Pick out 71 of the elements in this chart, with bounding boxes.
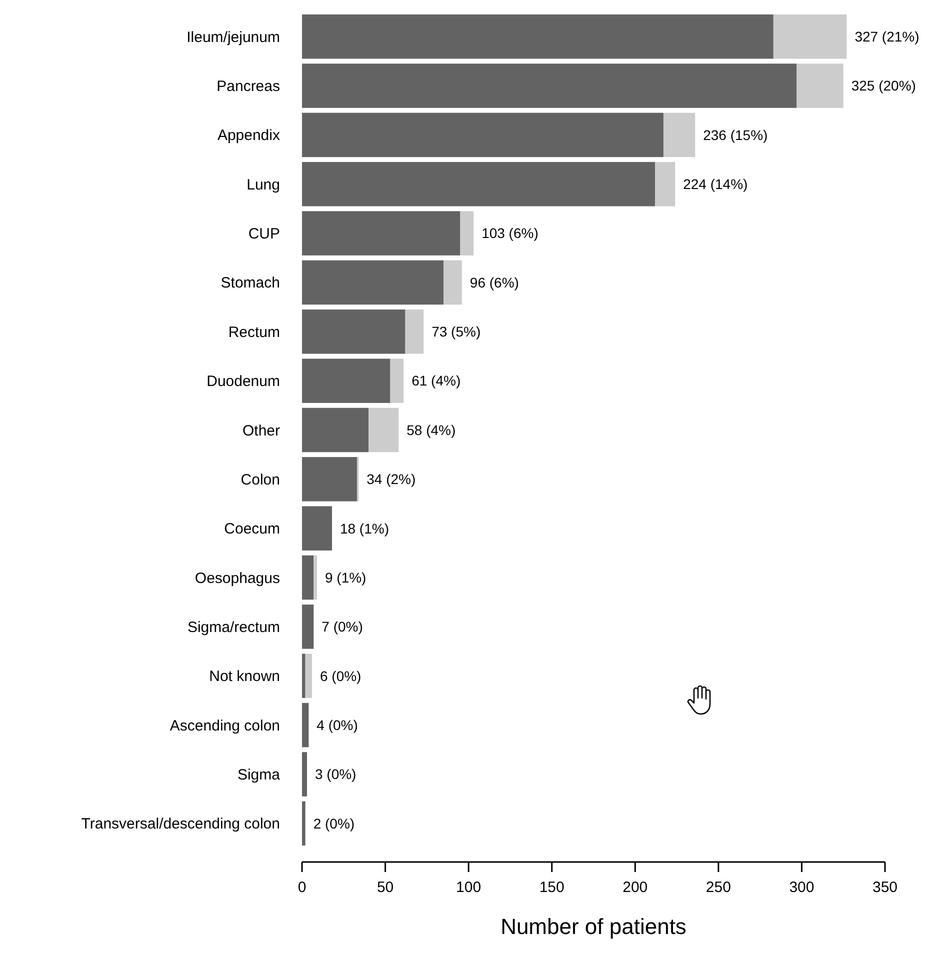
total-label: 96 (6%) — [470, 274, 519, 290]
bar — [460, 211, 474, 256]
x-axis-title: Number of patients — [500, 914, 686, 939]
bar — [314, 555, 317, 600]
y-tick-label: Ascending colon — [170, 717, 280, 734]
bar — [302, 457, 357, 502]
y-tick-label: Oesophagus — [194, 570, 280, 587]
bar — [302, 112, 664, 158]
y-tick-label: Colon — [240, 471, 280, 488]
bar — [305, 654, 312, 698]
bar — [663, 112, 696, 158]
y-tick-label: Ileum/jejunum — [186, 28, 280, 46]
bar — [302, 408, 369, 452]
total-label: 7 (0%) — [322, 618, 363, 635]
bar — [302, 260, 444, 305]
y-tick-label: Sigma — [237, 766, 281, 784]
bar — [405, 310, 424, 354]
y-tick-label: Appendix — [217, 127, 280, 144]
bar — [302, 752, 307, 796]
y-tick-label: Other — [242, 422, 280, 440]
total-label: 61 (4%) — [412, 372, 461, 389]
x-tick-label: 250 — [706, 879, 731, 896]
bar — [302, 358, 390, 403]
total-label: 9 (1%) — [324, 569, 366, 586]
total-label: 34 (2%) — [366, 471, 416, 488]
x-tick-label: 200 — [622, 879, 648, 896]
x-tick-label: 350 — [872, 879, 898, 896]
bar — [302, 211, 460, 256]
bar — [773, 14, 847, 59]
x-tick-label: 50 — [376, 879, 394, 896]
y-tick-label: Rectum — [228, 324, 280, 341]
total-label: 327 (21%) — [854, 28, 920, 44]
bar — [302, 162, 656, 206]
total-label: 224 (14%) — [683, 176, 748, 192]
bar — [655, 162, 676, 206]
bar — [302, 702, 309, 748]
total-label: 2 (0%) — [313, 815, 355, 832]
bar — [302, 506, 332, 550]
y-tick-label: Transversal/descending colon — [81, 816, 280, 833]
bar — [302, 555, 314, 600]
x-tick-label: 0 — [298, 879, 306, 896]
y-tick-label: Lung — [246, 176, 280, 194]
bar — [302, 604, 314, 649]
y-tick-label: Sigma/rectum — [187, 618, 280, 636]
total-label: 6 (0%) — [320, 668, 362, 684]
y-tick-label: Pancreas — [216, 78, 280, 96]
x-tick-label: 300 — [789, 879, 814, 896]
bar — [302, 64, 797, 108]
bar — [302, 310, 406, 354]
y-tick-label: Duodenum — [206, 373, 280, 390]
bar — [444, 260, 462, 305]
total-label: 73 (5%) — [432, 324, 481, 340]
y-tick-label: Not known — [209, 668, 280, 686]
bar — [796, 64, 844, 108]
x-tick-label: 100 — [456, 879, 482, 896]
y-tick-label: CUP — [248, 226, 280, 243]
bar — [302, 654, 306, 698]
total-label: 103 (6%) — [482, 225, 538, 242]
total-label: 4 (0%) — [316, 716, 358, 733]
bar — [390, 358, 404, 403]
y-tick-label: Stomach — [220, 274, 280, 292]
bar — [368, 408, 399, 452]
total-label: 325 (20%) — [851, 78, 916, 94]
total-label: 58 (4%) — [406, 422, 456, 438]
y-tick-label: Coecum — [224, 520, 280, 538]
total-label: 18 (1%) — [340, 520, 390, 536]
bar — [302, 801, 306, 846]
bar — [302, 14, 774, 59]
x-tick-label: 150 — [539, 879, 564, 896]
total-label: 236 (15%) — [703, 126, 768, 143]
total-label: 3 (0%) — [314, 766, 356, 782]
